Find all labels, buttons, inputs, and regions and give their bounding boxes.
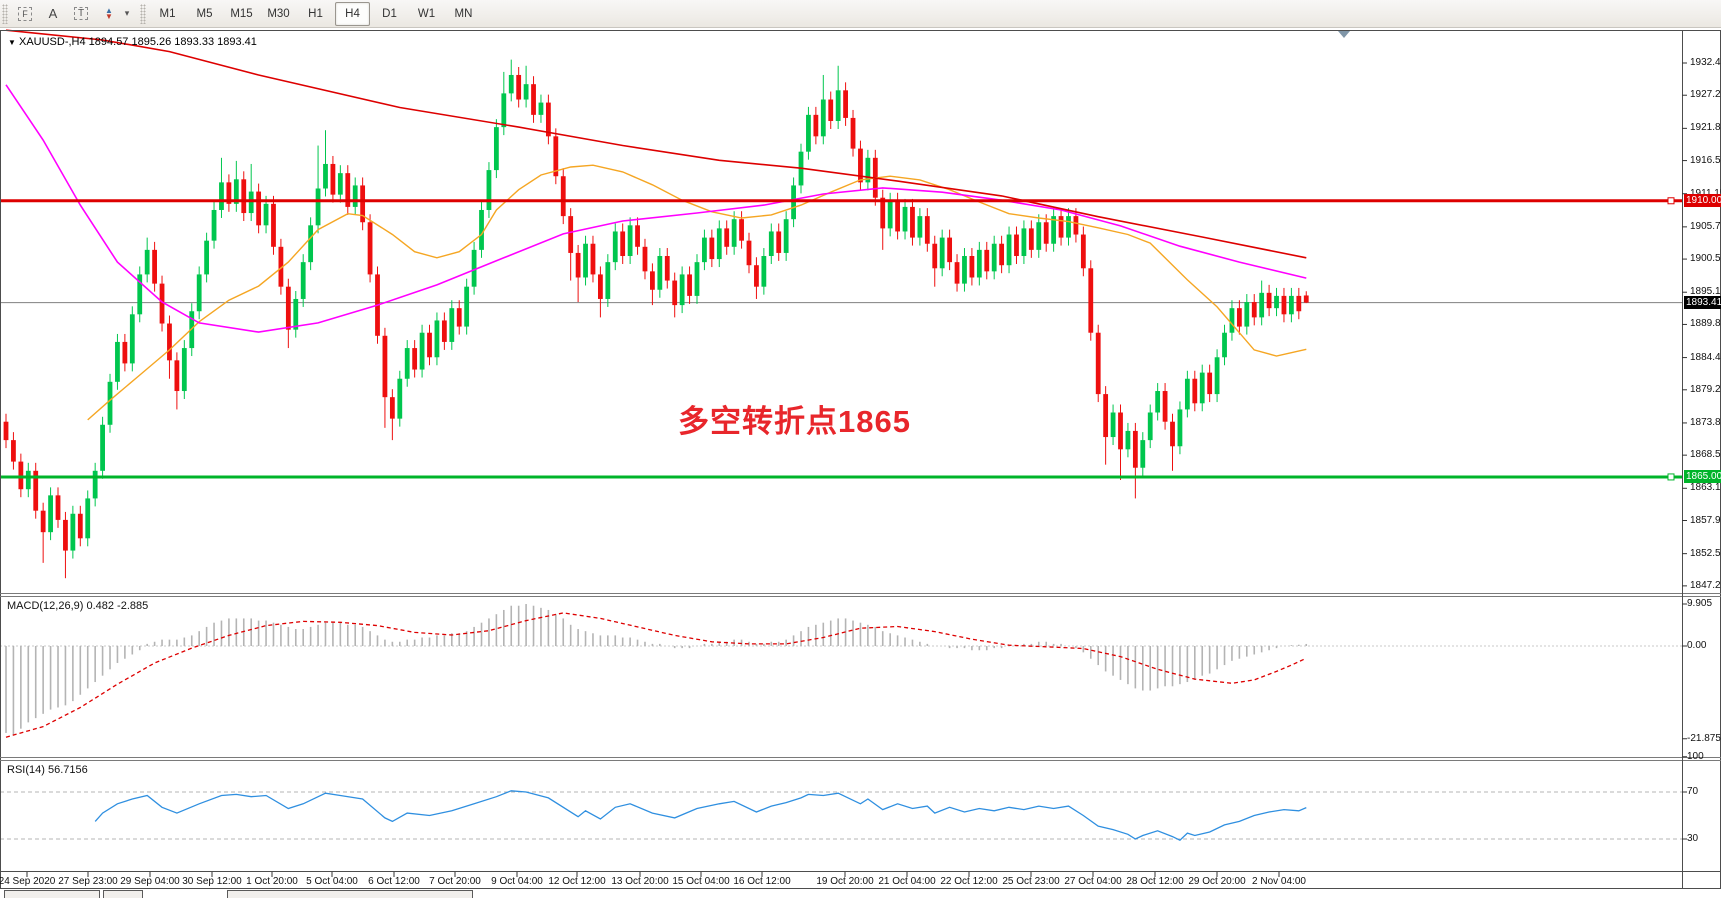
text-label-tool-icon: T	[73, 7, 89, 20]
price-axis-tick-label: 1868.55	[1690, 449, 1721, 461]
time-axis-label: 9 Oct 04:00	[491, 876, 543, 887]
price-axis-tick-label: 1889.85	[1690, 318, 1721, 330]
time-axis-label: 27 Oct 04:00	[1064, 876, 1122, 887]
rsi-pane-surface[interactable]	[0, 761, 1682, 871]
support-price-badge: 1865.00	[1684, 470, 1721, 484]
arrows-tool-icon: ▲ ▼	[105, 5, 113, 21]
time-axis-label: 29 Sep 04:00	[120, 876, 180, 887]
chart-title: ▼ XAUUSD-,H4 1894.57 1895.26 1893.33 189…	[8, 36, 257, 48]
chart-title-text: XAUUSD-,H4 1894.57 1895.26 1893.33 1893.…	[18, 36, 257, 48]
timeframe-m30-button[interactable]: M30	[267, 7, 290, 20]
text-label-tool-button[interactable]: T	[68, 2, 94, 26]
price-axis-tick-label: 1921.80	[1690, 122, 1721, 134]
price-axis-tick-label: 1900.50	[1690, 253, 1721, 265]
object-tools-group: F A T ▲ ▼ ▾	[11, 2, 134, 26]
price-axis-tick-label: 1916.55	[1690, 154, 1721, 166]
timeframe-m1-button[interactable]: M1	[159, 7, 176, 20]
toolbar: F A T ▲ ▼ ▾ M1 M5 M15 M30 H1 H4 D1 W1 MN	[0, 0, 1721, 28]
toolbar-grip[interactable]	[140, 3, 146, 24]
chart-text-annotation[interactable]: 多空转折点1865	[678, 404, 911, 439]
timeframe-m5-button[interactable]: M5	[196, 7, 213, 20]
time-axis-label: 12 Oct 12:00	[548, 876, 606, 887]
arrows-tool-button[interactable]: ▲ ▼	[96, 2, 122, 26]
bottom-window-tab[interactable]	[227, 890, 473, 898]
timeframe-w1-button[interactable]: W1	[417, 7, 436, 20]
price-axis-tick-label: 1852.50	[1690, 547, 1721, 559]
rsi-label: RSI(14) 56.7156	[7, 764, 88, 776]
price-axis-tick-label: 1905.75	[1690, 220, 1721, 232]
time-axis-label: 24 Sep 2020	[0, 876, 56, 887]
macd-axis-tick-label: 9.905	[1687, 598, 1713, 609]
fibonacci-tool-button[interactable]: F	[12, 2, 38, 26]
timeframe-mn-button[interactable]: MN	[454, 7, 473, 20]
time-axis-label: 16 Oct 12:00	[733, 876, 791, 887]
main-chart-surface[interactable]	[0, 33, 1682, 593]
price-axis-tick-label: 1927.20	[1690, 89, 1721, 101]
bottom-window-tab[interactable]	[4, 890, 100, 898]
arrows-tool-dropdown[interactable]: ▾	[124, 8, 130, 18]
macd-pane-surface[interactable]	[0, 597, 1682, 757]
rsi-axis-tick-label: 100	[1687, 750, 1704, 762]
time-axis-label: 29 Oct 20:00	[1188, 876, 1246, 887]
time-axis-label: 21 Oct 04:00	[878, 876, 936, 887]
rsi-axis-tick-label: 70	[1687, 786, 1699, 797]
macd-axis-tick-label: 0.00	[1687, 640, 1707, 651]
time-axis-label: 25 Oct 23:00	[1002, 876, 1060, 887]
toolbar-grip[interactable]	[2, 3, 8, 24]
price-axis-tick-label: 1895.10	[1690, 286, 1721, 298]
fibonacci-tool-icon: F	[18, 6, 32, 21]
time-axis-label: 13 Oct 20:00	[611, 876, 669, 887]
time-axis-label: 22 Oct 12:00	[940, 876, 998, 887]
price-axis-tick-label: 1863.15	[1690, 482, 1721, 494]
macd-label: MACD(12,26,9) 0.482 -2.885	[7, 600, 149, 612]
timeframe-d1-button[interactable]: D1	[382, 7, 397, 20]
price-axis-tick-label: 1857.90	[1690, 514, 1721, 526]
time-axis-label: 19 Oct 20:00	[816, 876, 874, 887]
price-axis-tick-label: 1884.45	[1690, 351, 1721, 363]
time-axis-label: 7 Oct 20:00	[429, 876, 481, 887]
current-price-badge: 1893.41	[1684, 296, 1721, 310]
time-axis-label: 15 Oct 04:00	[672, 876, 730, 887]
macd-axis-tick-label: -21.875	[1687, 732, 1721, 744]
timeframe-h1-button[interactable]: H1	[308, 7, 323, 20]
symbol-dropdown-icon[interactable]: ▼	[8, 38, 16, 47]
time-axis-label: 2 Nov 04:00	[1252, 876, 1306, 887]
time-axis-label: 28 Oct 12:00	[1126, 876, 1184, 887]
timeframe-h4-button[interactable]: H4	[335, 1, 370, 26]
time-axis-label: 30 Sep 12:00	[182, 876, 242, 887]
time-axis-label: 6 Oct 12:00	[368, 876, 420, 887]
price-axis-tick-label: 1873.80	[1690, 416, 1721, 428]
timeframe-m15-button[interactable]: M15	[230, 7, 253, 20]
price-axis-tick-label: 1847.25	[1690, 579, 1721, 591]
text-tool-button[interactable]: A	[40, 2, 66, 26]
resistance-price-badge: 1910.00	[1684, 194, 1721, 208]
time-axis-label: 5 Oct 04:00	[306, 876, 358, 887]
time-axis-label: 27 Sep 23:00	[58, 876, 118, 887]
price-axis-tick-label: 1911.15	[1690, 187, 1721, 199]
timeframe-buttons-group: M1 M5 M15 M30 H1 H4 D1 W1 MN	[149, 1, 482, 26]
time-axis-label: 1 Oct 20:00	[246, 876, 298, 887]
price-axis-tick-label: 1879.20	[1690, 383, 1721, 395]
text-tool-icon: A	[48, 6, 58, 21]
bottom-window-tab[interactable]	[103, 890, 143, 898]
rsi-axis-tick-label: 30	[1687, 833, 1699, 844]
price-axis-tick-label: 1932.45	[1690, 57, 1721, 68]
